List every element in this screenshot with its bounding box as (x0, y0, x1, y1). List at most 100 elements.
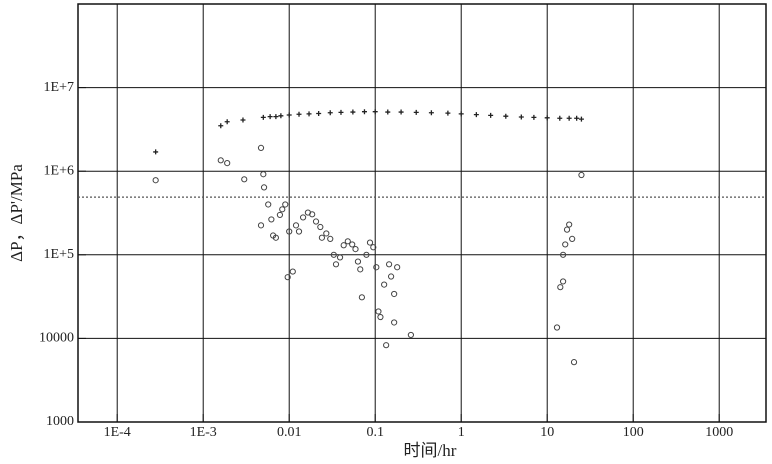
circle-point (559, 251, 567, 258)
circle-point (391, 290, 398, 298)
plus-point (273, 114, 279, 120)
circle-point (366, 239, 374, 246)
circle-point (336, 254, 344, 261)
plus-point (338, 109, 344, 115)
circle-point (349, 241, 356, 248)
y-tick-label: 1E+7 (44, 80, 74, 95)
x-tick-label: 1000 (705, 425, 733, 440)
plus-point (267, 114, 273, 120)
circle-point (312, 218, 320, 225)
x-tick-label: 1E-3 (190, 425, 217, 440)
circle-point (344, 238, 351, 245)
circle-point (340, 242, 347, 249)
circle-point (224, 159, 231, 167)
plus-point (458, 111, 464, 117)
circle-point (363, 251, 370, 258)
y-tick-label: 1E+6 (44, 163, 74, 178)
plus-point (361, 109, 367, 115)
circle-point (268, 216, 275, 223)
circle-point (217, 157, 224, 164)
circle-point (332, 261, 340, 268)
circle-point (357, 266, 364, 273)
plus-point (518, 114, 524, 120)
plus-point (531, 114, 537, 120)
circle-point (284, 274, 291, 281)
y-axis-label: ΔP，ΔP'/MPa (7, 164, 26, 262)
circle-point (352, 245, 359, 253)
plot-frame (77, 3, 767, 423)
circle-point (327, 235, 334, 242)
y-tick-label: 1E+5 (44, 247, 74, 262)
x-tick-label: 10 (540, 425, 554, 440)
circle-point (265, 201, 272, 208)
x-axis-label: 时间/hr (404, 441, 457, 460)
plus-point (488, 112, 494, 118)
plus-point (428, 110, 434, 116)
plus-point (296, 111, 302, 117)
circle-point (377, 313, 384, 321)
circle-point (370, 244, 377, 251)
circle-point (292, 222, 300, 229)
plus-point (224, 119, 230, 125)
circle-point (276, 211, 284, 219)
x-tick-label: 0.1 (366, 425, 384, 440)
circle-point (553, 324, 561, 331)
circle-point (394, 264, 401, 271)
plus-point (350, 109, 356, 115)
plus-point (574, 115, 580, 121)
circle-point (286, 228, 293, 235)
circle-point (358, 294, 365, 301)
circle-point (383, 342, 390, 349)
circle-point (282, 201, 289, 208)
plus-point (286, 112, 292, 118)
circle-point (241, 176, 248, 183)
circle-point (317, 223, 324, 231)
plus-point (445, 110, 451, 116)
circle-point (562, 241, 569, 248)
circle-point (570, 359, 578, 366)
circle-point (289, 268, 296, 275)
plus-point (385, 109, 391, 115)
x-tick-label: 100 (623, 425, 644, 440)
plus-point (473, 112, 479, 118)
x-tick-label: 0.01 (277, 425, 302, 440)
circle-point (257, 144, 265, 151)
circle-point (569, 235, 576, 242)
plus-point (398, 109, 404, 115)
circle-point (557, 284, 564, 291)
circle-point (260, 171, 267, 178)
circle-point (559, 278, 567, 285)
plus-point (372, 109, 378, 115)
plus-point (544, 115, 550, 121)
plus-point (153, 149, 159, 155)
circle-point (563, 226, 571, 233)
x-tick-label: 1E-4 (104, 425, 131, 440)
circle-point (279, 206, 286, 213)
circle-point (578, 171, 585, 179)
circle-point (152, 177, 159, 184)
plus-point (578, 116, 584, 122)
plus-point (306, 111, 312, 117)
circle-point (323, 230, 330, 237)
y-tick-label: 1000 (46, 414, 74, 429)
circle-point (566, 221, 573, 228)
plus-point (240, 117, 246, 123)
plus-point (327, 110, 333, 116)
circle-point (330, 251, 337, 258)
y-tick-label: 10000 (39, 331, 74, 346)
circle-point (354, 258, 362, 265)
circle-point (260, 184, 268, 191)
circle-point (373, 264, 380, 271)
plus-point (278, 113, 284, 119)
plus-point (218, 123, 224, 129)
x-tick-label: 1 (458, 425, 465, 440)
circle-point (318, 234, 326, 241)
circle-point (407, 331, 414, 339)
circle-point (257, 222, 265, 229)
circle-point (299, 214, 307, 221)
plus-point (260, 114, 266, 120)
circle-point (385, 261, 393, 268)
plus-point (566, 115, 572, 121)
circle-point (309, 211, 316, 218)
plus-point (557, 115, 563, 121)
